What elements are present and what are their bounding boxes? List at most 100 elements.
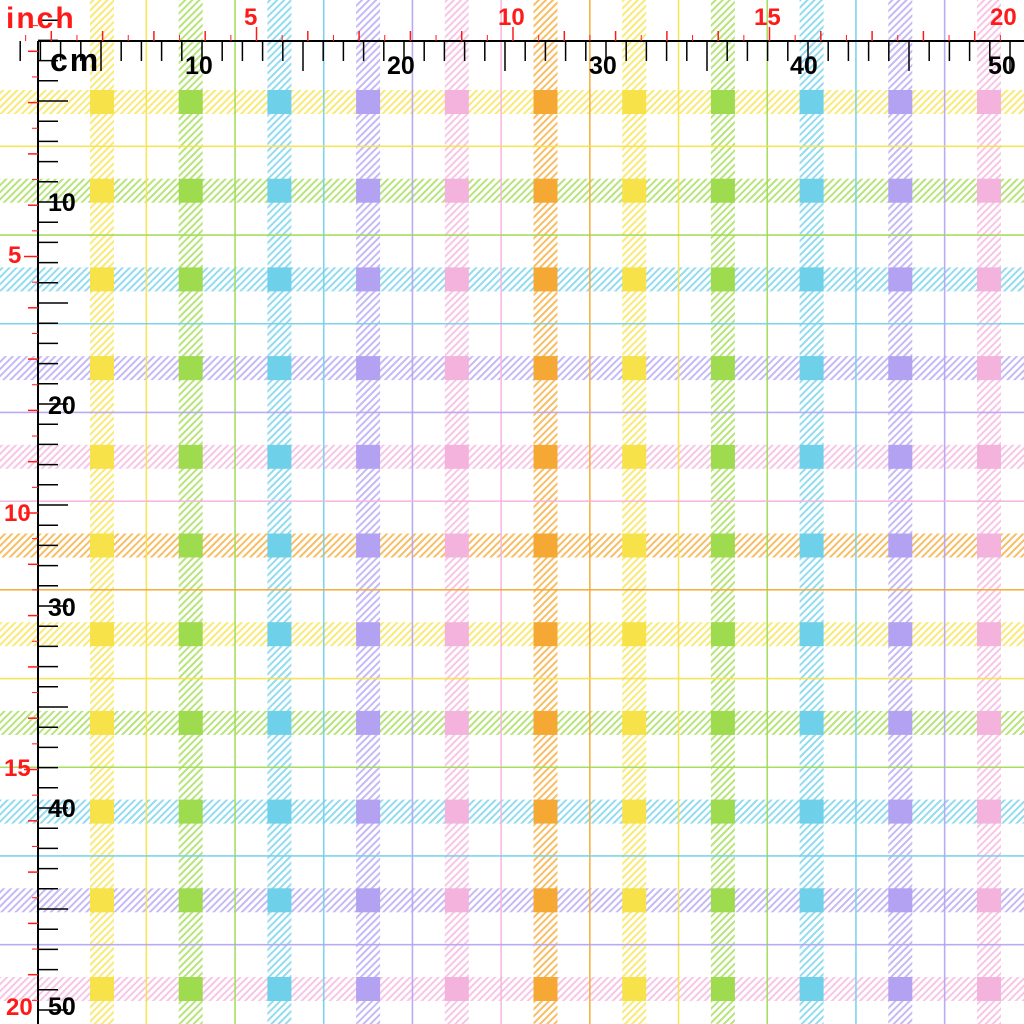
left-cm-label-20: 20 bbox=[48, 392, 76, 420]
block-green bbox=[178, 178, 203, 203]
block-green bbox=[178, 533, 203, 558]
horizontal-stripe-pink bbox=[0, 977, 1024, 1001]
top-inch-label-5: 5 bbox=[244, 4, 258, 31]
block-green bbox=[710, 622, 735, 647]
block-purple bbox=[356, 267, 381, 292]
block-green bbox=[178, 267, 203, 292]
block-green bbox=[178, 710, 203, 735]
block-purple bbox=[356, 356, 381, 381]
block-pink bbox=[977, 622, 1001, 647]
left-cm-label-40: 40 bbox=[48, 795, 76, 823]
block-blue bbox=[799, 710, 824, 735]
vertical-stripe-pink bbox=[444, 0, 469, 1024]
block-purple bbox=[888, 178, 913, 203]
block-blue bbox=[267, 267, 292, 292]
block-yellow bbox=[622, 977, 647, 1001]
block-yellow bbox=[622, 90, 647, 114]
top-cm-label-40: 40 bbox=[790, 52, 818, 80]
block-blue bbox=[267, 710, 292, 735]
block-pink bbox=[444, 178, 469, 203]
block-orange bbox=[533, 799, 558, 824]
block-yellow bbox=[622, 710, 647, 735]
block-green bbox=[710, 178, 735, 203]
block-pink bbox=[444, 90, 469, 114]
block-orange bbox=[533, 90, 558, 114]
block-purple bbox=[888, 90, 913, 114]
block-blue bbox=[799, 977, 824, 1001]
block-orange bbox=[533, 267, 558, 292]
block-pink bbox=[444, 267, 469, 292]
block-green bbox=[710, 799, 735, 824]
block-pink bbox=[444, 888, 469, 913]
block-pink bbox=[444, 977, 469, 1001]
block-blue bbox=[799, 888, 824, 913]
top-cm-label-50: 50 bbox=[988, 52, 1016, 80]
block-yellow bbox=[90, 444, 114, 469]
block-purple bbox=[888, 444, 913, 469]
block-blue bbox=[267, 977, 292, 1001]
left-cm-label-30: 30 bbox=[48, 594, 76, 622]
block-yellow bbox=[90, 710, 114, 735]
block-blue bbox=[799, 622, 824, 647]
block-pink bbox=[977, 533, 1001, 558]
top-cm-label-20: 20 bbox=[387, 52, 415, 80]
block-orange bbox=[533, 888, 558, 913]
block-pink bbox=[444, 799, 469, 824]
block-blue bbox=[267, 622, 292, 647]
block-blue bbox=[267, 799, 292, 824]
block-blue bbox=[267, 533, 292, 558]
block-pink bbox=[977, 356, 1001, 381]
block-pink bbox=[977, 888, 1001, 913]
vertical-stripe-green bbox=[178, 0, 203, 1024]
block-green bbox=[710, 533, 735, 558]
vertical-stripe-pink bbox=[977, 0, 1001, 1024]
horizontal-stripe-blue bbox=[0, 267, 1024, 292]
horizontal-stripe-orange bbox=[0, 533, 1024, 558]
horizontal-stripe-green bbox=[0, 178, 1024, 203]
block-yellow bbox=[622, 178, 647, 203]
block-green bbox=[178, 888, 203, 913]
horizontal-stripe-purple bbox=[0, 888, 1024, 913]
left-cm-label-50: 50 bbox=[48, 993, 76, 1021]
block-purple bbox=[888, 533, 913, 558]
left-cm-label-10: 10 bbox=[48, 189, 76, 217]
block-pink bbox=[444, 533, 469, 558]
left-inch-label-15: 15 bbox=[4, 755, 31, 782]
block-blue bbox=[799, 267, 824, 292]
block-yellow bbox=[622, 622, 647, 647]
block-blue bbox=[267, 444, 292, 469]
block-purple bbox=[356, 622, 381, 647]
block-pink bbox=[444, 622, 469, 647]
block-purple bbox=[356, 90, 381, 114]
top-inch-label-10: 10 bbox=[498, 4, 525, 31]
block-blue bbox=[267, 356, 292, 381]
vertical-stripe-orange bbox=[533, 0, 558, 1024]
cm-top-ticks bbox=[19, 41, 1011, 71]
block-blue bbox=[799, 799, 824, 824]
color-blocks bbox=[90, 90, 1001, 1001]
block-green bbox=[710, 710, 735, 735]
block-pink bbox=[977, 977, 1001, 1001]
block-purple bbox=[356, 533, 381, 558]
horizontal-stripe-yellow bbox=[0, 622, 1024, 647]
block-purple bbox=[356, 178, 381, 203]
top-inch-label-15: 15 bbox=[754, 4, 781, 31]
block-yellow bbox=[622, 444, 647, 469]
block-green bbox=[178, 90, 203, 114]
cm-left-ticks bbox=[38, 19, 68, 1011]
block-green bbox=[710, 356, 735, 381]
horizontal-stripe-pink bbox=[0, 444, 1024, 469]
block-yellow bbox=[622, 267, 647, 292]
block-orange bbox=[533, 444, 558, 469]
horizontal-stripe-yellow bbox=[0, 90, 1024, 114]
left-inch-label-5: 5 bbox=[8, 242, 22, 269]
horizontal-stripe-purple bbox=[0, 356, 1024, 381]
block-purple bbox=[356, 977, 381, 1001]
block-green bbox=[710, 444, 735, 469]
block-pink bbox=[444, 444, 469, 469]
block-purple bbox=[356, 888, 381, 913]
left-inch-label-10: 10 bbox=[4, 500, 31, 527]
